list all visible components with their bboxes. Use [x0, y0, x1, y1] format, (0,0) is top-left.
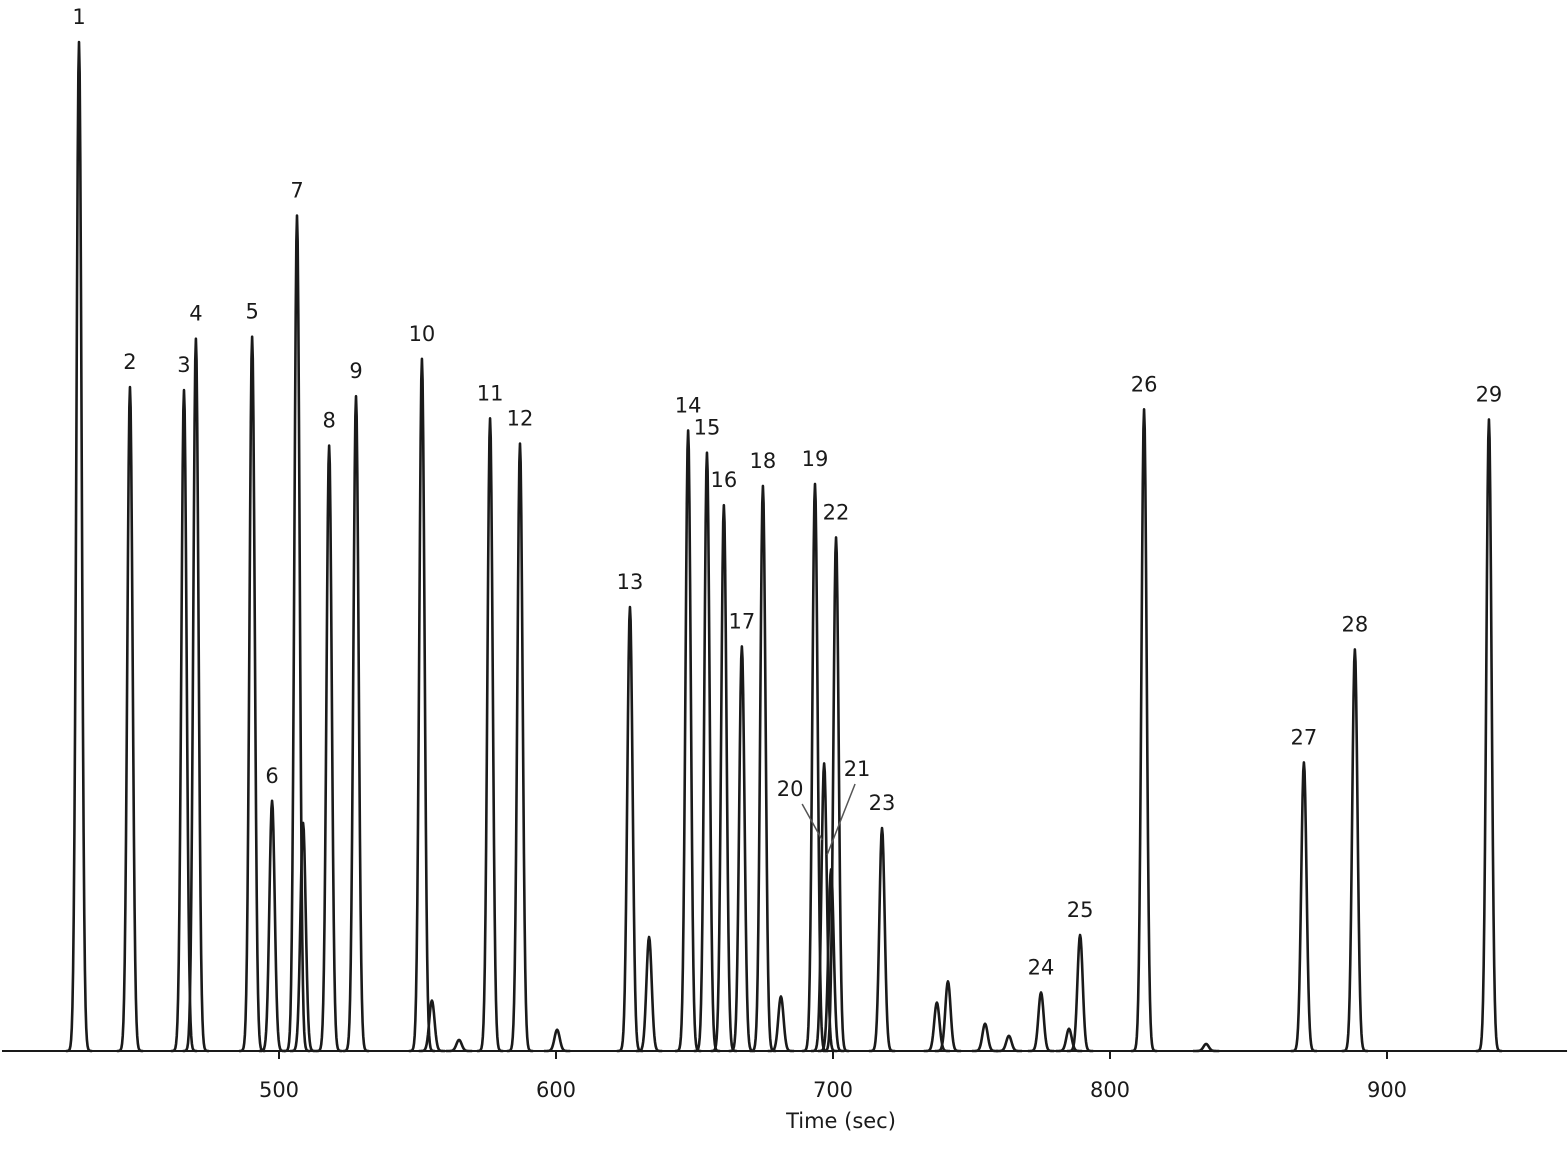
x-tick-label: 900	[1367, 1078, 1407, 1102]
peak-label: 6	[265, 764, 278, 788]
peak-label: 22	[823, 500, 850, 524]
minor-peak	[289, 821, 317, 1053]
minor-peak	[635, 935, 663, 1053]
peak	[710, 503, 738, 1053]
x-tick-label: 500	[259, 1078, 299, 1102]
peak	[1027, 991, 1055, 1053]
peak-label: 20	[777, 777, 804, 801]
peak-label: 28	[1342, 612, 1369, 636]
peak-label: 21	[844, 757, 871, 781]
minor-peak	[543, 1028, 571, 1053]
peak-label: 17	[728, 609, 755, 633]
peak-label: 29	[1476, 382, 1503, 406]
peak	[693, 451, 721, 1053]
peak-label: 13	[617, 570, 644, 594]
peak	[810, 762, 838, 1053]
x-tick-label: 600	[536, 1078, 576, 1102]
peak-label: 18	[750, 449, 777, 473]
peak	[116, 385, 144, 1053]
peak	[342, 394, 370, 1053]
peak-label: 19	[802, 447, 829, 471]
peak	[258, 799, 286, 1053]
peak	[65, 40, 93, 1053]
peak	[506, 442, 534, 1053]
peak	[408, 357, 436, 1053]
peak-label: 1	[72, 5, 85, 29]
peak-label: 11	[477, 381, 504, 405]
peak-label: 24	[1028, 955, 1055, 979]
peak-label: 12	[507, 407, 534, 431]
peak-label: 16	[710, 468, 737, 492]
peak-label: 14	[675, 393, 702, 417]
peak	[1341, 648, 1369, 1053]
peak-label: 15	[694, 416, 721, 440]
peak	[616, 605, 644, 1053]
minor-peak	[445, 1038, 473, 1053]
peak	[1066, 933, 1094, 1053]
peak-label: 3	[177, 353, 190, 377]
peak	[728, 645, 756, 1053]
peak-label: 25	[1067, 898, 1094, 922]
peak-label: 26	[1131, 372, 1158, 396]
leader-line	[801, 803, 823, 841]
peak	[182, 337, 210, 1053]
peak-label: 27	[1291, 725, 1318, 749]
peak	[315, 444, 343, 1053]
peak	[238, 335, 266, 1053]
minor-peak	[923, 1001, 951, 1053]
peak-label: 10	[409, 322, 436, 346]
peak-label: 7	[290, 179, 303, 203]
peak-label: 4	[189, 302, 202, 326]
peak-label: 23	[869, 791, 896, 815]
peak	[749, 484, 777, 1053]
minor-peak	[1192, 1042, 1220, 1053]
x-tick-label: 800	[1090, 1078, 1130, 1102]
minor-peak	[971, 1022, 999, 1053]
peak	[1290, 761, 1318, 1053]
peak	[476, 417, 504, 1053]
minor-peak	[995, 1034, 1023, 1053]
minor-peak	[934, 980, 962, 1053]
peak	[1130, 407, 1158, 1053]
minor-peak	[418, 999, 446, 1053]
leader-line	[826, 783, 856, 856]
x-axis-label: Time (sec)	[785, 1109, 896, 1133]
peak	[283, 214, 311, 1053]
peak	[822, 536, 850, 1053]
peak-label: 5	[245, 300, 258, 324]
peak	[1475, 418, 1503, 1053]
x-tick-label: 700	[813, 1078, 853, 1102]
peak-label: 9	[349, 359, 362, 383]
peak	[868, 826, 896, 1053]
peak-label: 2	[123, 350, 136, 374]
peak	[170, 388, 198, 1053]
minor-peak	[1055, 1027, 1083, 1053]
peak	[674, 429, 702, 1053]
peak-label: 8	[322, 409, 335, 433]
